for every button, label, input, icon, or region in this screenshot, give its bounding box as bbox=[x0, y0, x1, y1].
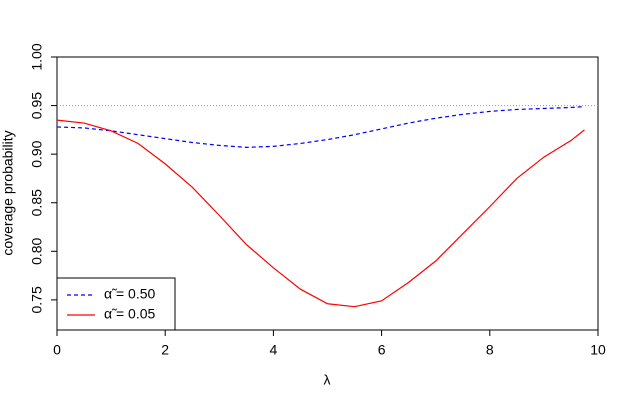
x-tick-label: 2 bbox=[161, 342, 169, 358]
x-tick-label: 4 bbox=[270, 342, 278, 358]
y-tick-label: 0.75 bbox=[29, 286, 45, 313]
legend-label: α̃ = 0.50 bbox=[104, 286, 156, 302]
y-axis-label: coverage probability bbox=[0, 130, 16, 255]
x-tick-label: 0 bbox=[53, 342, 61, 358]
y-tick-label: 0.95 bbox=[29, 92, 45, 119]
legend-box bbox=[56, 277, 176, 331]
y-tick-label: 0.80 bbox=[29, 237, 45, 264]
legend-label: α̃ = 0.05 bbox=[104, 306, 156, 322]
y-tick-label: 0.85 bbox=[29, 189, 45, 216]
x-axis-label: λ bbox=[324, 372, 331, 388]
x-tick-label: 8 bbox=[486, 342, 494, 358]
x-tick-label: 6 bbox=[378, 342, 386, 358]
y-tick-label: 0.90 bbox=[29, 140, 45, 167]
series-line bbox=[56, 105, 585, 148]
series-line bbox=[56, 119, 585, 308]
y-tick-label: 1.00 bbox=[29, 43, 45, 70]
x-tick-label: 10 bbox=[590, 342, 606, 358]
plot-frame bbox=[56, 56, 599, 331]
